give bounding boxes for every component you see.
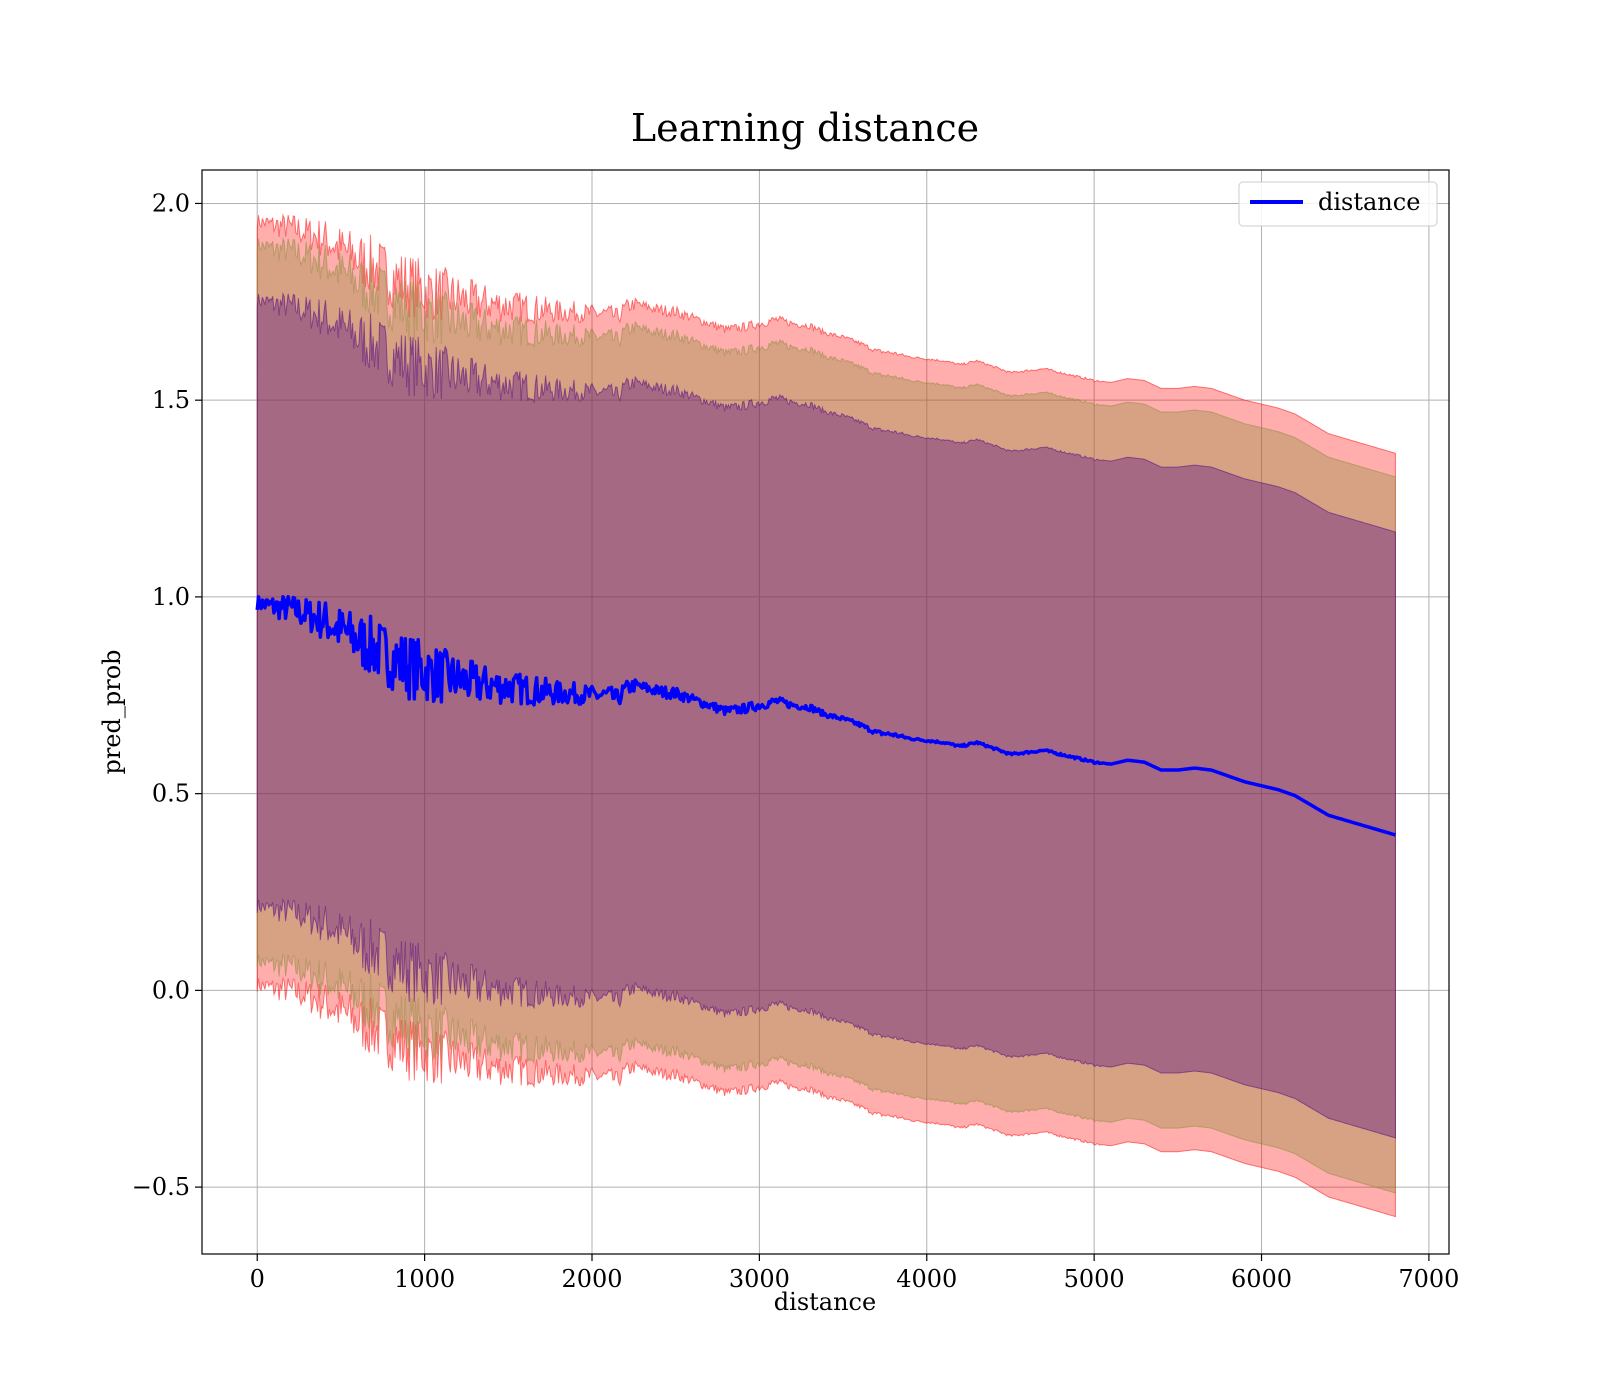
legend-box [1238,181,1438,227]
series-line-distance [255,594,1396,837]
x-tick-label: 6000 [1231,1265,1292,1293]
y-tick-label: 0.0 [152,976,190,1004]
y-ticks: −0.5 0.0 0.5 1.0 1.5 2.0 [132,189,202,1201]
y-axis-label: pred_prob [98,649,126,774]
chart-title: Learning distance [631,106,979,150]
x-axis-label: distance [774,1288,876,1316]
y-tick-label: 0.5 [152,780,190,808]
x-tick-label: 0 [250,1265,265,1293]
x-tick-label: 3000 [729,1265,790,1293]
legend-label: distance [1318,188,1420,216]
legend: distance [1238,181,1438,227]
x-tick-label: 1000 [394,1265,455,1293]
x-tick-label: 7000 [1398,1265,1459,1293]
y-tick-label: 2.0 [152,189,190,217]
y-tick-label: 1.5 [152,386,190,414]
x-tick-label: 4000 [896,1265,957,1293]
y-tick-label: 1.0 [152,583,190,611]
plot-frame [201,169,1450,1255]
x-tick-label: 2000 [561,1265,622,1293]
series-lines [255,594,1396,837]
x-tick-label: 5000 [1064,1265,1125,1293]
x-ticks: 0 1000 2000 3000 4000 5000 6000 7000 [250,1254,1459,1293]
y-tick-label: −0.5 [132,1173,190,1201]
